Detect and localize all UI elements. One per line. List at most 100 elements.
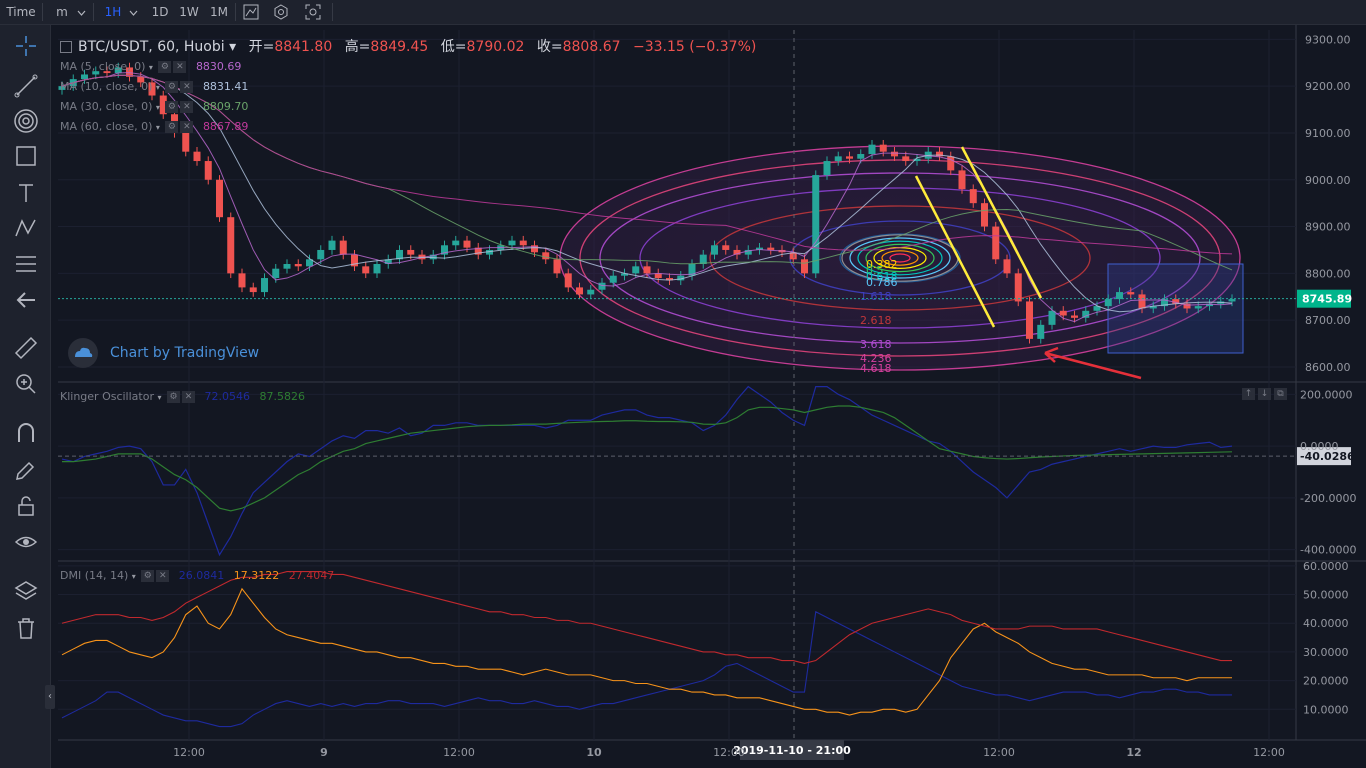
candle-body [936, 151, 943, 157]
fib-level-label: 3.618 [860, 338, 892, 351]
interval-1h-button[interactable]: 1H [104, 5, 122, 19]
chevron-down-icon[interactable]: ▾ [229, 39, 237, 55]
candle-body [317, 249, 325, 260]
interval-1m-button[interactable]: 1M [210, 5, 228, 19]
pencil-lock-icon[interactable] [13, 457, 39, 483]
settings-icon[interactable]: ⚙ [165, 81, 179, 93]
interval-1d-button[interactable]: 1D [151, 5, 169, 19]
klinger-current-label: -40.0286 [1300, 450, 1355, 463]
candle-body [216, 179, 223, 218]
x-tick-label: 12:00 [983, 746, 1015, 759]
ma-legend-5[interactable]: MA (5, close, 0) ▾ ⚙ ✕ 8830.69 [60, 60, 241, 73]
trend-line-icon[interactable] [13, 73, 39, 99]
candle-body [1228, 299, 1236, 302]
crosshair-icon[interactable] [13, 33, 39, 59]
zoom-icon[interactable] [13, 371, 39, 397]
eye-icon[interactable] [13, 529, 39, 555]
chevron-down-icon[interactable] [74, 0, 88, 24]
prediction-icon[interactable] [13, 251, 39, 277]
fib-level-label: 4.618 [860, 362, 892, 375]
symbol-name[interactable]: BTC/USDT, 60, Huobi [78, 39, 225, 55]
interval-menu-button[interactable]: m [56, 5, 68, 19]
adx-value: 27.4047 [288, 569, 335, 582]
klinger-legend[interactable]: Klinger Oscillator ▾ ⚙ ✕ 72.0546 87.5826 [60, 390, 305, 403]
close-icon[interactable]: ✕ [180, 121, 194, 133]
candle-body [1014, 273, 1022, 302]
candle-body [621, 273, 628, 276]
candle-body [384, 259, 392, 264]
fib-circle-ring [639, 187, 1161, 329]
candle-body [294, 264, 302, 267]
pattern-icon[interactable] [13, 215, 39, 241]
separator [93, 3, 94, 21]
candle-body [1003, 259, 1011, 274]
candle-body [1161, 299, 1168, 307]
fib-circle-ring [599, 172, 1201, 344]
magnet-icon[interactable] [13, 420, 39, 446]
y-tick-label: 9200.00 [1305, 80, 1351, 93]
klinger-signal-value: 87.5826 [259, 390, 306, 403]
text-icon[interactable] [13, 180, 39, 206]
ma-label: MA (30, close, 0) [60, 100, 153, 113]
settings-icon[interactable]: ⚙ [167, 391, 180, 403]
fib-circle-inner [865, 243, 935, 273]
candle-body [1037, 324, 1045, 339]
chevron-down-icon[interactable]: ▾ [155, 83, 160, 92]
candle-body [429, 254, 437, 260]
ma-legend-10[interactable]: MA (10, close, 0) ▾ ⚙ ✕ 8831.41 [60, 80, 248, 93]
candle-body [272, 268, 280, 279]
y-tick-label: -400.0000 [1300, 544, 1356, 557]
candle-body [1048, 310, 1056, 325]
snapshot-icon[interactable] [301, 0, 325, 24]
low-label: 低= [440, 39, 467, 55]
close-icon[interactable]: ✕ [156, 570, 170, 582]
trash-icon[interactable] [13, 615, 39, 641]
candle-body [744, 249, 752, 255]
rectangle-icon[interactable] [13, 143, 39, 169]
pane-maximize-icon[interactable]: ⧉ [1274, 388, 1287, 400]
y-tick-label: 8700.00 [1305, 314, 1351, 327]
settings-icon[interactable] [269, 0, 293, 24]
chevron-down-icon[interactable]: ▾ [155, 103, 160, 112]
chevron-down-icon[interactable]: ▾ [148, 63, 153, 72]
fib-level-label: 0.786 [866, 276, 898, 289]
settings-icon[interactable]: ⚙ [165, 101, 179, 113]
ma-legend-60[interactable]: MA (60, close, 0) ▾ ⚙ ✕ 8867.89 [60, 120, 248, 133]
chevron-down-icon[interactable]: ▾ [157, 393, 162, 402]
collapse-toolbar-button[interactable]: ‹ [45, 685, 55, 709]
close-icon[interactable]: ✕ [182, 391, 195, 403]
chevron-down-icon[interactable]: ▾ [131, 572, 136, 581]
close-icon[interactable]: ✕ [180, 81, 194, 93]
fib-circle-icon[interactable] [13, 108, 39, 134]
dmi-legend[interactable]: DMI (14, 14) ▾ ⚙ ✕ 26.0841 17.3122 27.404… [60, 569, 334, 582]
chevron-down-icon[interactable] [126, 0, 140, 24]
ma-legend-30[interactable]: MA (30, close, 0) ▾ ⚙ ✕ 8809.70 [60, 100, 248, 113]
tradingview-watermark[interactable]: Chart by TradingView [68, 338, 268, 368]
candle-body [722, 245, 730, 250]
close-icon[interactable]: ✕ [180, 101, 194, 113]
settings-icon[interactable]: ⚙ [158, 61, 172, 73]
back-arrow-icon[interactable] [13, 287, 39, 313]
chevron-down-icon[interactable]: ▾ [155, 123, 160, 132]
y-tick-label: 30.0000 [1303, 646, 1349, 659]
candle-body [767, 247, 775, 250]
pane-up-icon[interactable]: ↑ [1242, 388, 1255, 400]
chart-type-icon[interactable] [239, 0, 263, 24]
ruler-icon[interactable] [13, 335, 39, 361]
lock-icon[interactable] [13, 493, 39, 519]
candle-body [1026, 301, 1033, 339]
time-menu[interactable]: Time [6, 5, 36, 19]
candle-body [227, 217, 235, 274]
pane-down-icon[interactable]: ↓ [1258, 388, 1271, 400]
settings-icon[interactable]: ⚙ [141, 570, 155, 582]
watermark-text: Chart by TradingView [110, 345, 260, 361]
candle-body [857, 154, 865, 159]
candle-body [114, 67, 122, 74]
interval-1w-button[interactable]: 1W [179, 5, 199, 19]
ma-line [61, 74, 1233, 255]
settings-icon[interactable]: ⚙ [165, 121, 179, 133]
layers-icon[interactable] [13, 578, 39, 604]
symbol-icon[interactable] [60, 41, 72, 53]
close-icon[interactable]: ✕ [173, 61, 187, 73]
